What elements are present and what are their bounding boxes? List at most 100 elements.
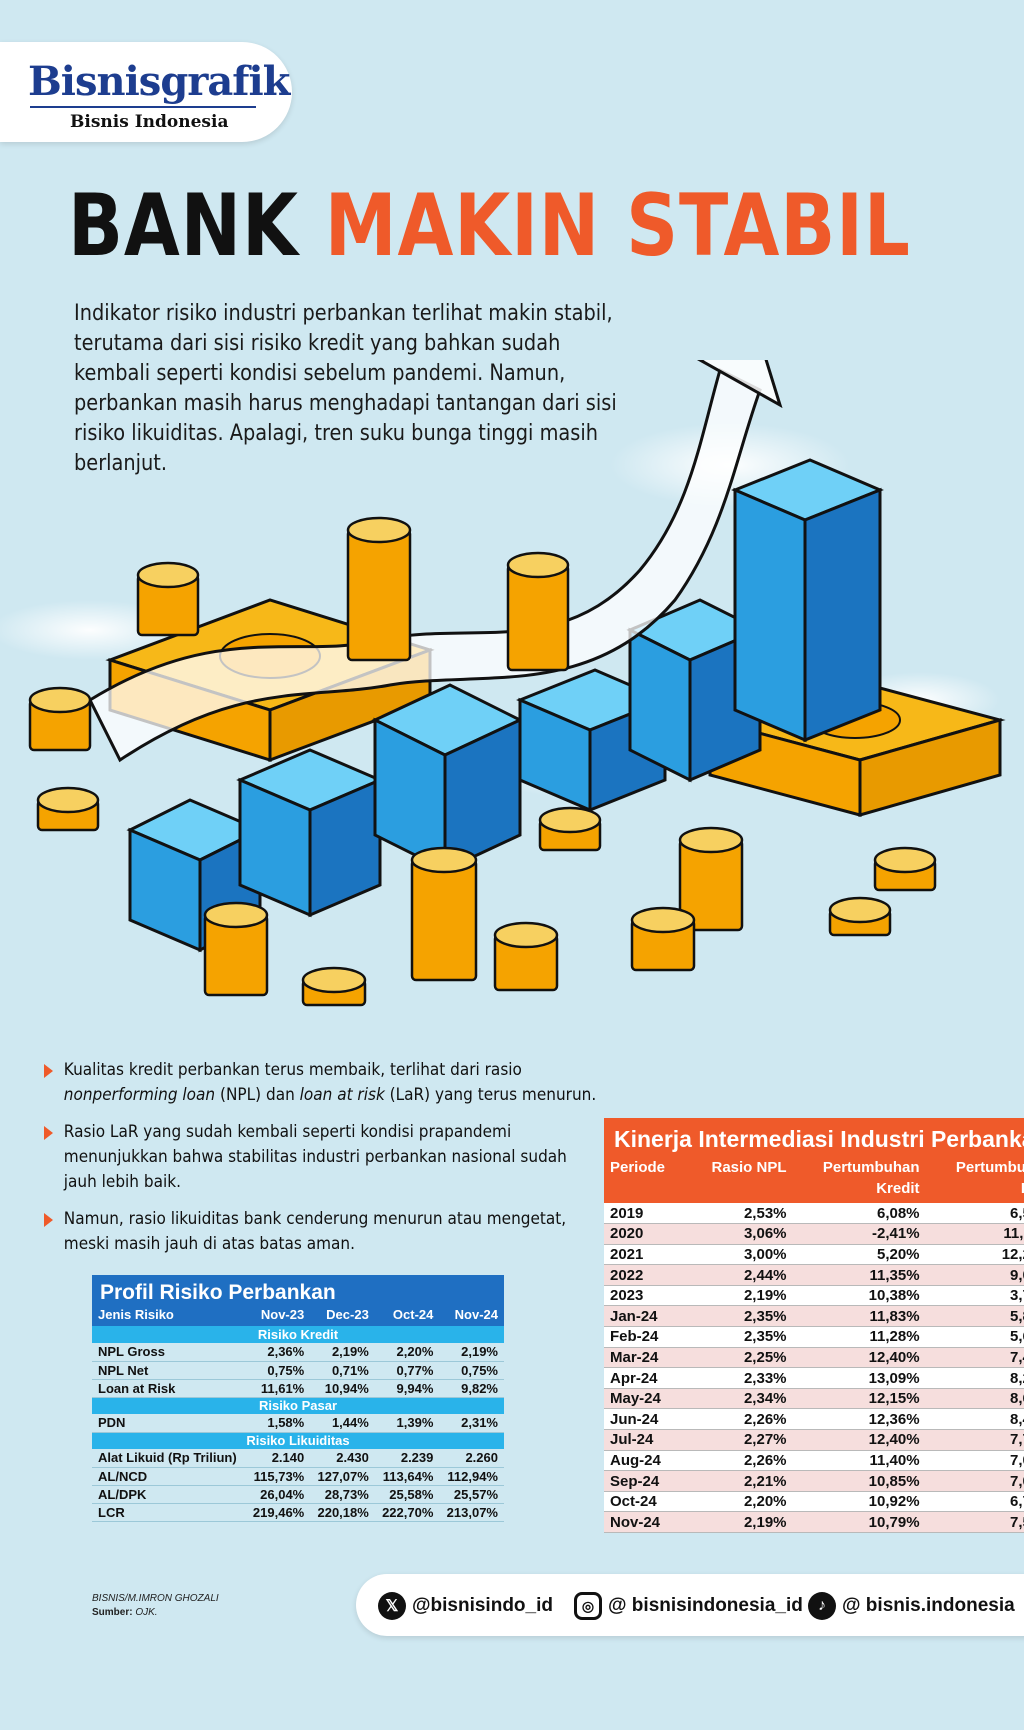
column-header: Oct-24 [374, 1307, 440, 1326]
row-label: Feb-24 [604, 1326, 687, 1348]
table-cell: -2,41% [792, 1223, 926, 1245]
row-label: 2019 [604, 1203, 687, 1225]
table-row: PDN 1,58% 1,44% 1,39% 2,31% [92, 1414, 504, 1433]
column-header: Dec-23 [310, 1307, 375, 1326]
table-cell: 2,34% [686, 1388, 793, 1410]
table-cell: 220,18% [310, 1503, 375, 1522]
instagram-icon: ◎ [574, 1592, 602, 1620]
column-header: Periode [604, 1157, 687, 1203]
column-header: Nov-24 [439, 1307, 504, 1326]
section-label: Risiko Kredit [92, 1326, 504, 1343]
row-label: Sep-24 [604, 1470, 687, 1492]
table-cell: 2,36% [245, 1343, 311, 1362]
column-header: Nov-23 [245, 1307, 311, 1326]
table-row: Jun-242,26%12,36%8,45% [604, 1408, 1024, 1431]
table-cell: 7,72% [925, 1429, 1024, 1451]
table-cell: 9,82% [439, 1379, 504, 1398]
table-cell: 11,28% [792, 1326, 926, 1348]
table-cell: 12,40% [792, 1429, 926, 1451]
table-cell: 2,31% [439, 1414, 504, 1433]
table-row: LCR 219,46% 220,18% 222,70% 213,07% [92, 1503, 504, 1522]
table-cell: 0,75% [245, 1361, 311, 1380]
table-cell: 10,94% [310, 1379, 375, 1398]
table-cell: 2,44% [686, 1264, 793, 1286]
table-cell: 2,53% [686, 1203, 793, 1225]
table-cell: 12,21% [925, 1244, 1024, 1266]
section-row: Risiko Likuiditas [92, 1432, 504, 1449]
table-cell: 0,77% [374, 1361, 440, 1380]
table-row: Aug-242,26%11,40%7,01% [604, 1450, 1024, 1472]
row-label: LCR [92, 1503, 246, 1522]
social-tiktok[interactable]: ♪ @ bisnis.indonesia [808, 1592, 1015, 1620]
x-icon: 𝕏 [378, 1592, 406, 1620]
author-credit: BISNIS/M.IMRON GHOZALI [92, 1593, 219, 1604]
table-row: Loan at Risk 11,61% 10,94% 9,94% 9,82% [92, 1379, 504, 1398]
table-cell: 2,26% [686, 1408, 793, 1431]
table-cell: 2,35% [686, 1305, 793, 1328]
table-cell: 2,19% [686, 1285, 793, 1307]
title-part-2: MAKIN STABIL [324, 176, 911, 276]
table-cell: 5,20% [792, 1244, 926, 1266]
social-x[interactable]: 𝕏 @bisnisindo_id [378, 1592, 553, 1620]
table-row: Feb-242,35%11,28%5,66% [604, 1326, 1024, 1348]
row-label: Mar-24 [604, 1347, 687, 1369]
table-cell: 115,73% [245, 1467, 311, 1486]
row-label: Jun-24 [604, 1408, 687, 1431]
table-cell: 5,80% [925, 1305, 1024, 1328]
page-title: BANK MAKIN STABIL [68, 176, 911, 276]
brand-logo: Bisnisgrafik [28, 58, 290, 105]
table-cell: 7,04% [925, 1470, 1024, 1492]
table-cell: 3,00% [686, 1244, 793, 1266]
table-cell: 8,45% [925, 1408, 1024, 1431]
table-cell: 6,54% [925, 1203, 1024, 1225]
table-cell: 2.140 [245, 1449, 311, 1468]
row-label: Nov-24 [604, 1511, 687, 1533]
table-cell: 26,04% [245, 1485, 311, 1504]
key-point: Rasio LaR yang sudah kembali seperti kon… [44, 1120, 602, 1195]
table-cell: 2.430 [310, 1449, 375, 1468]
social-instagram[interactable]: ◎ @ bisnisindonesia_id [574, 1592, 803, 1620]
table-cell: 7,44% [925, 1347, 1024, 1369]
intro-text: Indikator risiko industri perbankan terl… [74, 300, 617, 476]
table-cell: 5,66% [925, 1326, 1024, 1348]
table-cell: 11,61% [245, 1379, 311, 1398]
table-cell: 127,07% [310, 1467, 375, 1486]
row-label: May-24 [604, 1388, 687, 1410]
table-row: May-242,34%12,15%8,63% [604, 1388, 1024, 1410]
table-row: AL/DPK 26,04% 28,73% 25,58% 25,57% [92, 1485, 504, 1504]
table-cell: 6,74% [925, 1491, 1024, 1513]
table-cell: 12,15% [792, 1388, 926, 1410]
row-label: Oct-24 [604, 1491, 687, 1513]
table-cell: 2,19% [439, 1343, 504, 1362]
table-row: Oct-242,20%10,92%6,74% [604, 1491, 1024, 1513]
table-row: Jan-242,35%11,83%5,80% [604, 1305, 1024, 1328]
table-cell: 2,25% [686, 1347, 793, 1369]
risk-profile-table: Profil Risiko Perbankan Jenis Risiko Nov-… [92, 1275, 504, 1522]
table-cell: 1,58% [245, 1414, 311, 1433]
table-cell: 28,73% [310, 1485, 375, 1504]
table-cell: 8,63% [925, 1388, 1024, 1410]
social-handle: @bisnisindo_id [412, 1595, 553, 1616]
table-row: Jul-242,27%12,40%7,72% [604, 1429, 1024, 1451]
table-row: Sep-242,21%10,85%7,04% [604, 1470, 1024, 1492]
column-header: Pertumbuhan Kredit [792, 1157, 926, 1203]
table-cell: 219,46% [245, 1503, 311, 1522]
table-row: Nov-242,19%10,79%7,54% [604, 1511, 1024, 1533]
perf-table-title: Kinerja Intermediasi Industri Perbankan [604, 1118, 1024, 1157]
credit: BISNIS/M.IMRON GHOZALI Sumber: OJK. [92, 1592, 219, 1620]
brand-subtitle: Bisnis Indonesia [70, 112, 229, 132]
column-header: PertumbuhanDPK [925, 1157, 1024, 1203]
column-header: Jenis Risiko [92, 1307, 246, 1326]
table-cell: 2,26% [686, 1450, 793, 1472]
section-label: Risiko Pasar [92, 1397, 504, 1414]
row-label: NPL Gross [92, 1343, 246, 1362]
key-points: Kualitas kredit perbankan terus membaik,… [44, 1058, 596, 1269]
table-cell: 12,36% [792, 1408, 926, 1431]
table-cell: 11,11% [925, 1223, 1024, 1245]
table-cell: 10,92% [792, 1491, 926, 1513]
table-cell: 222,70% [374, 1503, 440, 1522]
risk-table-title: Profil Risiko Perbankan [92, 1275, 504, 1307]
table-cell: 112,94% [439, 1467, 504, 1486]
